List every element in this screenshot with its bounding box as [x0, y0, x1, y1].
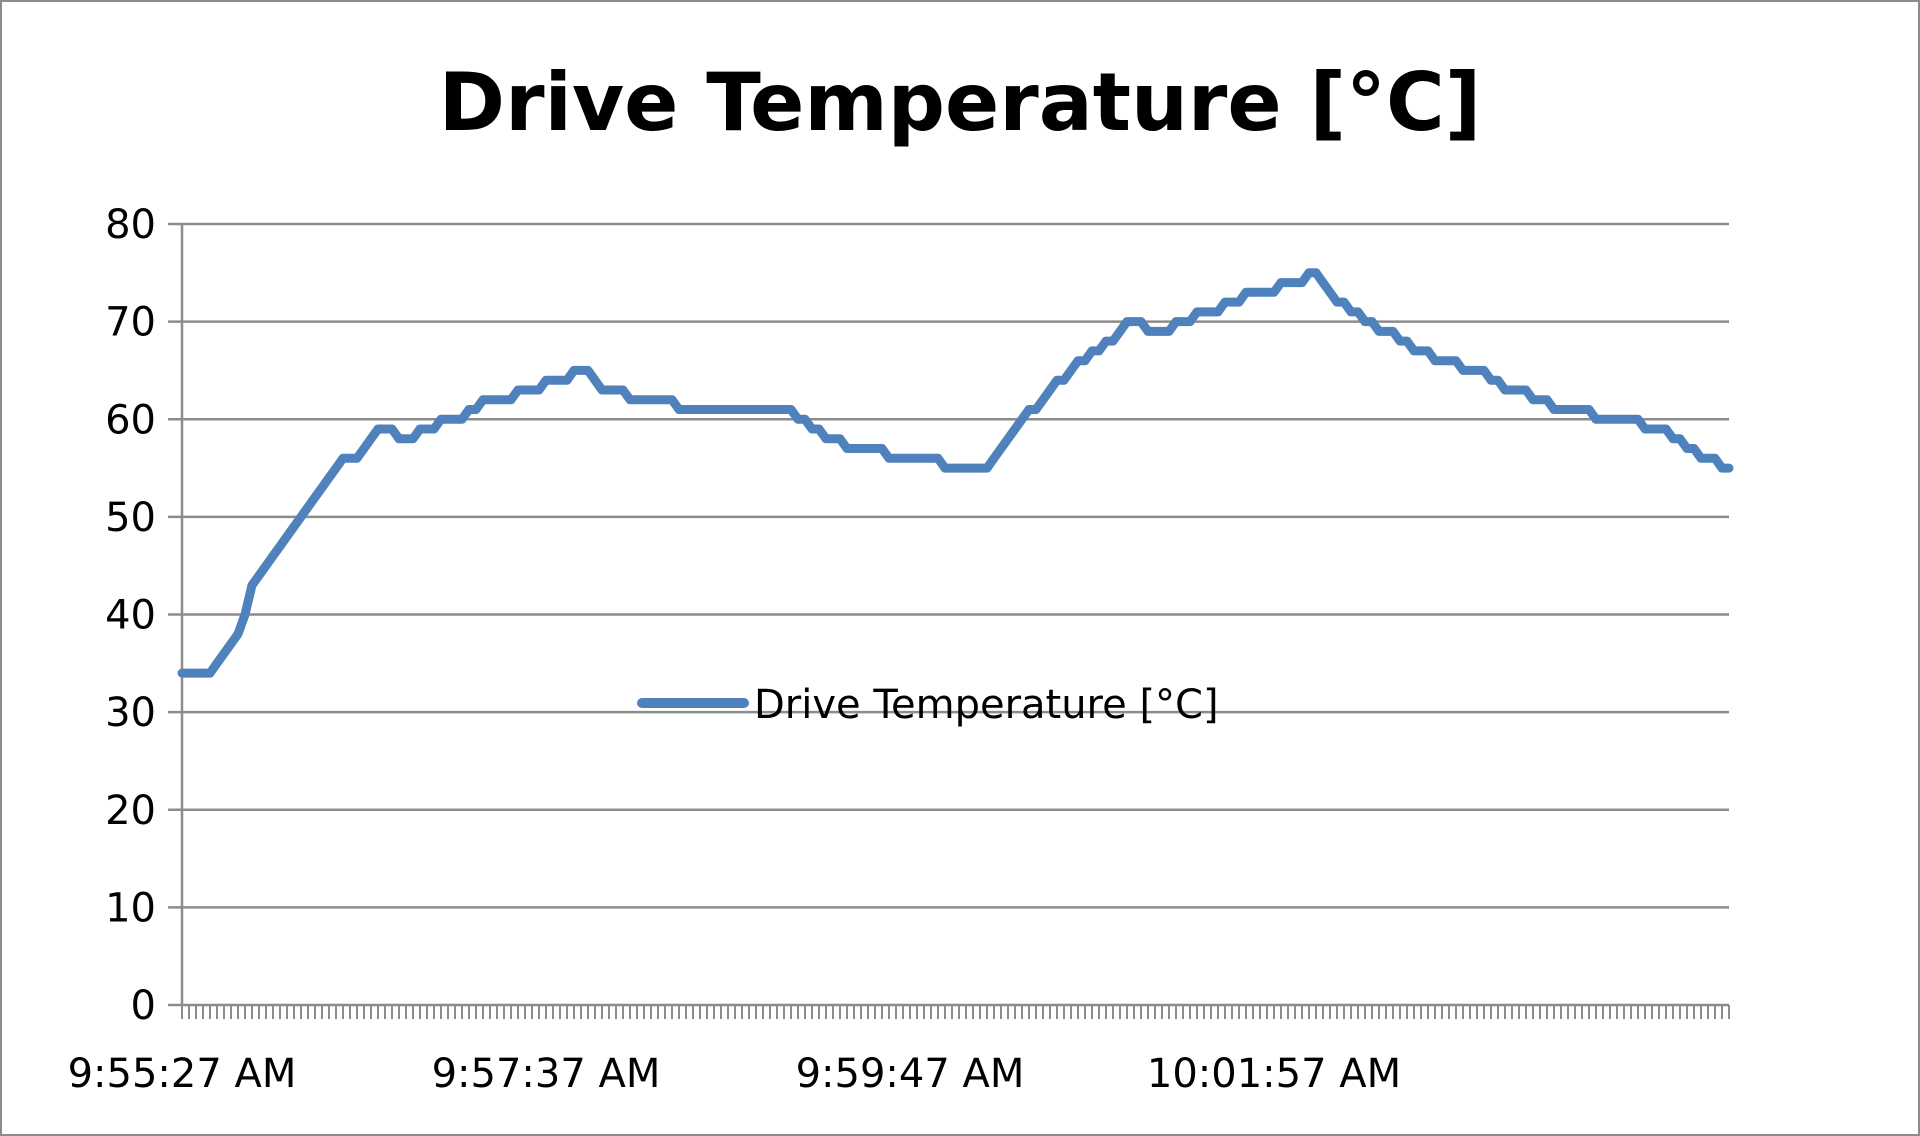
- legend: Drive Temperature [°C]: [637, 682, 1219, 728]
- y-tick-label-80: 80: [105, 202, 156, 248]
- x-tick-label-2: 9:59:47 AM: [796, 1051, 1025, 1097]
- series-group: [177, 268, 1734, 678]
- x-axis-tick-labels: 9:55:27 AM 9:57:37 AM 9:59:47 AM 10:01:57 A…: [68, 1051, 1402, 1097]
- y-tick-label-30: 30: [105, 690, 156, 736]
- axes: [180, 224, 1729, 1007]
- x-tick-label-1: 9:57:37 AM: [432, 1051, 661, 1097]
- x-tick-label-0: 9:55:27 AM: [68, 1051, 297, 1097]
- gridlines: [168, 222, 1729, 1007]
- y-tick-label-50: 50: [105, 495, 156, 541]
- x-tick-label-3: 10:01:57 AM: [1147, 1051, 1401, 1097]
- y-tick-label-10: 10: [105, 885, 156, 931]
- y-tick-label-70: 70: [105, 300, 156, 346]
- series-line-drive-temperature: [177, 268, 1734, 678]
- y-tick-label-0: 0: [131, 983, 156, 1029]
- legend-label: Drive Temperature [°C]: [754, 682, 1219, 728]
- y-tick-label-60: 60: [105, 397, 156, 443]
- y-axis-tick-labels: 0 10 20 30 40 50 60 70 80: [105, 202, 156, 1029]
- y-tick-label-20: 20: [105, 788, 156, 834]
- x-axis-ticks: [181, 1005, 1730, 1019]
- chart-title: Drive Temperature [°C]: [439, 56, 1482, 149]
- y-tick-label-40: 40: [105, 593, 156, 639]
